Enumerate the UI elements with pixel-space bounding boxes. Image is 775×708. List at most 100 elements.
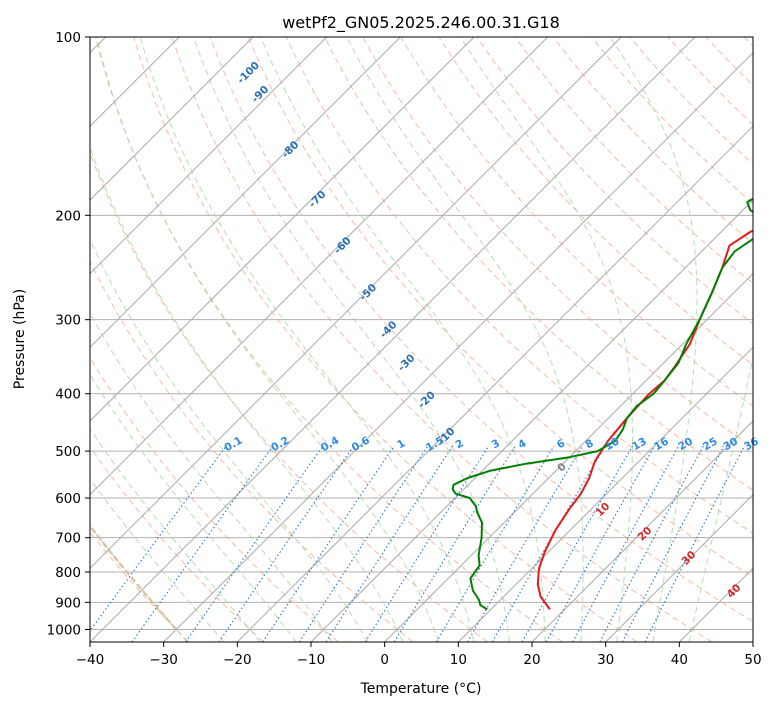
dry-adiabat-line (90, 445, 264, 642)
dry-adiabat-line (90, 531, 190, 642)
mixing-ratio-line (572, 445, 680, 642)
y-tick-label: 300 (55, 313, 81, 329)
chart-title: wetPf2_GN05.2025.246.00.31.G18 (282, 13, 560, 33)
y-tick-label: 900 (55, 595, 81, 611)
isotherm-line (310, 199, 753, 642)
mixing-ratio-label: 16 (652, 435, 671, 453)
x-tick-label: −20 (223, 652, 252, 668)
mixing-ratio-line (298, 445, 429, 642)
mixing-ratio-line (131, 445, 274, 642)
y-axis-label: Pressure (hPa) (12, 289, 28, 389)
y-tick-label: 200 (55, 208, 81, 224)
dry-adiabat-line (90, 356, 339, 642)
moist-adiabat-line (90, 311, 333, 642)
isotherm-value-label: -100 (235, 59, 262, 86)
isotherm-line (90, 37, 401, 349)
isotherm-line (90, 37, 254, 201)
y-tick-label: 500 (55, 444, 81, 460)
mixing-ratio-line (364, 445, 490, 642)
moist-adiabat-line (139, 37, 475, 642)
isotherm-value-label: -60 (332, 235, 354, 257)
mixing-ratio-label: 2 (454, 437, 466, 451)
isotherm-value-label: -70 (307, 188, 329, 210)
dry-adiabat-line (247, 37, 753, 578)
moist-adiabat-line (96, 37, 439, 642)
isotherm-line (457, 346, 753, 642)
mixing-ratio-label: 4 (516, 437, 528, 451)
y-axis: 100 200 300 400 500 600 700 800 900 1000 (47, 30, 90, 638)
mixing-ratio-line (599, 445, 704, 642)
isotherm-line (163, 51, 753, 642)
moist-adiabat-line (260, 37, 546, 642)
dry-adiabat-line (209, 37, 753, 623)
dry-adiabat-line (591, 37, 753, 205)
moist-adiabat-line (688, 354, 753, 642)
x-tick-label: 40 (671, 652, 688, 668)
moist-adiabat-line (193, 37, 510, 642)
dry-adiabat-line (285, 37, 753, 534)
mixing-ratio-line (521, 445, 633, 642)
moist-adiabat-line (90, 238, 369, 642)
mixing-ratio-label: 10 (603, 435, 622, 453)
dry-adiabat-line (438, 37, 753, 366)
moist-adiabat-line (90, 525, 188, 642)
x-tick-label: −30 (149, 652, 178, 668)
dry-adiabat-line (476, 37, 753, 325)
mixing-ratio-line (393, 445, 516, 642)
isotherm-value-label: -40 (378, 319, 400, 341)
isotherm-line (90, 37, 622, 570)
isotherm-line (90, 37, 328, 275)
mixing-ratio-line (545, 445, 656, 642)
isotherm-line (752, 641, 753, 642)
isotherm-line (605, 493, 753, 642)
isotherm-value-label: 10 (594, 500, 613, 519)
isotherm-value-label: -50 (357, 282, 379, 304)
mixing-ratio-line (621, 445, 725, 642)
moist-adiabat-line (459, 37, 633, 642)
y-tick-label: 600 (55, 491, 81, 507)
mixing-ratio-line (185, 445, 324, 642)
isotherm-line (90, 37, 549, 496)
wetbulb-curve (90, 523, 178, 631)
isotherm-value-label: -90 (249, 83, 271, 105)
y-tick-label: 700 (55, 531, 81, 547)
dry-adiabat-line (552, 37, 753, 244)
x-tick-label: 10 (450, 652, 467, 668)
mixing-ratio-line (644, 445, 746, 642)
x-tick-label: −40 (76, 652, 105, 668)
moist-adiabat-line (90, 478, 225, 642)
dry-adiabat-line (95, 37, 563, 642)
mixing-ratio-line (218, 445, 355, 642)
x-axis-label: Temperature (°C) (360, 681, 482, 697)
dry-adiabat-line (667, 37, 753, 126)
x-tick-label: 20 (523, 652, 540, 668)
dry-adiabat-line (90, 151, 488, 642)
plot-frame (89, 36, 754, 643)
isotherm-line (384, 272, 753, 642)
series-layer (451, 197, 753, 611)
dry-adiabat-line (133, 37, 638, 642)
isotherm-value-label: -20 (416, 389, 438, 411)
isotherm-line (531, 420, 753, 642)
x-tick-label: 0 (380, 652, 389, 668)
mixing-ratio-label: 1 (395, 437, 407, 451)
dry-adiabat-line (171, 37, 712, 642)
dry-adiabat-line (705, 37, 753, 87)
moist-adiabat-line (90, 428, 261, 642)
isotherm-value-label: -80 (279, 139, 301, 161)
y-tick-label: 800 (55, 565, 81, 581)
mixing-ratio-label: 36 (742, 435, 761, 453)
y-tick-label: 1000 (47, 622, 81, 638)
background-lines (90, 37, 753, 642)
x-tick-label: −10 (297, 652, 326, 668)
moist-adiabat-line (90, 145, 404, 642)
x-axis: −40 −30 −20 −10 0 10 20 30 40 50 (76, 642, 762, 668)
mixing-ratio-label: 20 (676, 435, 695, 453)
mixing-ratio-line (325, 445, 454, 642)
mixing-ratio-line (435, 445, 555, 642)
isotherm-line (678, 567, 753, 642)
mixing-ratio-label: 6 (555, 437, 567, 451)
isotherm-value-label: 40 (725, 582, 744, 601)
x-tick-label: 30 (597, 652, 614, 668)
